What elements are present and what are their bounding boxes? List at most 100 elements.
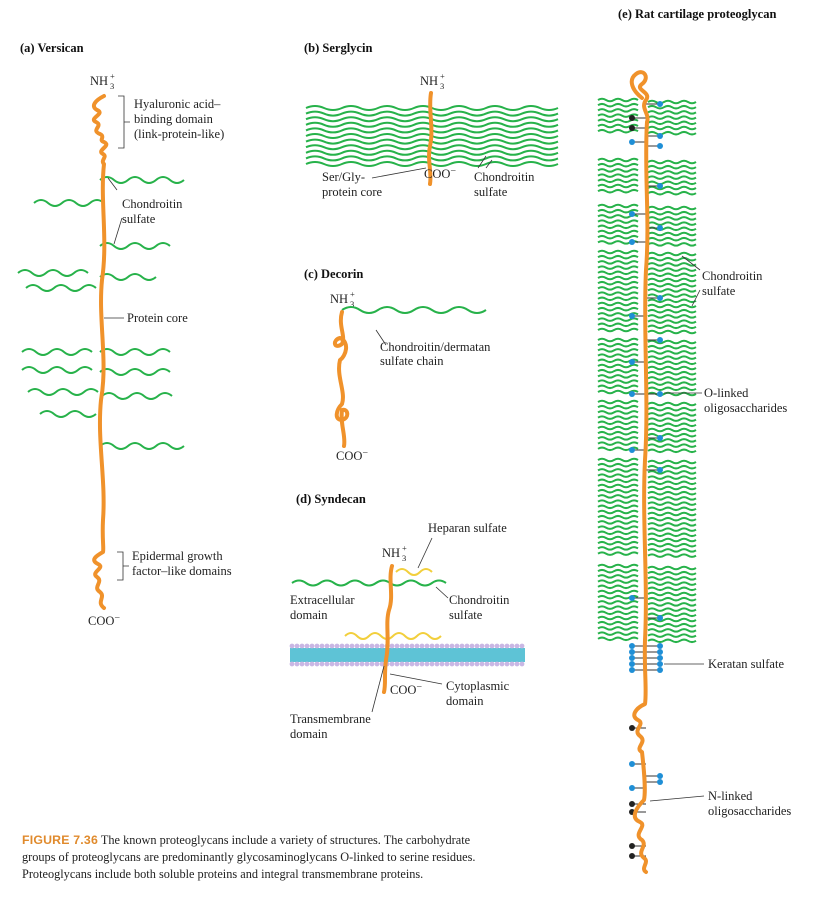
lipid-head (429, 643, 435, 649)
lipid-head (364, 643, 370, 649)
oligosaccharide-residue (629, 843, 635, 849)
rat-chondroitin-chain-left (597, 404, 639, 410)
rat-chondroitin-chain-left (597, 410, 639, 415)
rat-chondroitin-chain-right (647, 242, 697, 247)
lipid-head (449, 643, 455, 649)
rat-chondroitin-chain-left (597, 589, 639, 595)
rat-chondroitin-chain-right (647, 120, 697, 126)
rat-chondroitin-chain-right (647, 622, 697, 628)
rat-chondroitin-chain-right (647, 344, 697, 350)
hyaluronic-label-2: binding domain (134, 112, 214, 126)
rat-chondroitin-chain-right (647, 401, 697, 407)
rat-chondroitin-chain-left (597, 128, 639, 134)
lipid-head (504, 643, 510, 649)
rat-chondroitin-chain-left (597, 420, 639, 426)
rat-chondroitin-chain-right (647, 412, 697, 417)
rat-chondroitin-chain-right (647, 596, 697, 602)
rat-chondroitin-chain-right (647, 324, 697, 330)
oligosaccharide-residue (657, 667, 663, 673)
rat-chondroitin-chain-left (597, 219, 639, 224)
rat-chondroitin-chain-left (597, 584, 639, 590)
oligosaccharide-residue (657, 337, 663, 343)
egf-label-1: Epidermal growth (132, 549, 223, 563)
oligosaccharide-residue (629, 391, 635, 397)
decorin-chain-label-1: Chondroitin/dermatan (380, 340, 491, 354)
rat-chondroitin-chain-right (647, 282, 697, 288)
rat-chondroitin-chain-left (597, 415, 639, 420)
rat-chondroitin-label-2: sulfate (702, 284, 736, 298)
syndecan-chondroitin-leader (435, 586, 449, 599)
lipid-head (519, 661, 525, 667)
rat-protein-core (629, 70, 650, 874)
serglycin-chondroitin-leader (477, 155, 493, 169)
rat-oligosaccharides (629, 101, 663, 859)
rat-chondroitin-chain-right (647, 231, 697, 237)
rat-chondroitin-chain-left (597, 208, 639, 214)
oligosaccharide-residue (629, 125, 635, 131)
syndecan-c-terminus (390, 681, 422, 697)
rat-chondroitin-chain-left (597, 280, 639, 286)
rat-chondroitin-chain-right (647, 355, 697, 360)
rat-chondroitin-chain-left (597, 457, 639, 463)
rat-chondroitin-chain-left (597, 363, 639, 369)
syndecan-protein-core (382, 564, 394, 694)
keratan-label: Keratan sulfate (708, 657, 784, 671)
rat-chondroitin-chain-right (647, 277, 697, 283)
rat-chondroitin-chain-right (647, 272, 697, 278)
oligosaccharide-residue (629, 643, 635, 649)
hyaluronic-label-3: (link-protein-like) (134, 127, 224, 141)
rat-chondroitin-chain-right (647, 159, 697, 165)
oligosaccharide-residue (629, 785, 635, 791)
rat-chondroitin-chain-left (597, 568, 639, 574)
rat-chondroitin-chain-left (597, 317, 639, 322)
hyaluronic-label-1: Hyaluronic acid– (134, 97, 221, 111)
rat-chondroitin-chain-left (597, 348, 639, 353)
rat-chondroitin-chain-left (597, 157, 639, 163)
rat-chondroitin-chain-right (647, 350, 697, 355)
oligosaccharide-residue (657, 773, 663, 779)
rat-chondroitin-chain-right (647, 576, 697, 581)
lipid-head (474, 643, 480, 649)
lipid-head (424, 661, 430, 667)
lipid-head (314, 661, 320, 667)
rat-chondroitin-chain-left (597, 574, 639, 579)
rat-chondroitin-chain-left (597, 249, 639, 255)
lipid-head (419, 643, 425, 649)
rat-chondroitin-chain-left (597, 488, 639, 494)
rat-chondroitin-chain-left (597, 379, 639, 384)
lipid-head (464, 661, 470, 667)
lipid-head (454, 661, 460, 667)
lipid-head (469, 643, 475, 649)
oligosaccharide-residue (657, 391, 663, 397)
serglycin-chondroitin-label-1: Chondroitin (474, 170, 535, 184)
decorin-chain-label-2: sulfate chain (380, 354, 444, 368)
rat-chondroitin-chain-right (647, 464, 697, 470)
serglycin-chondroitin-chain (305, 149, 559, 156)
rat-chondroitin-chain-left (597, 605, 639, 610)
lipid-head (354, 643, 360, 649)
rat-chondroitin-chain-right (647, 591, 697, 597)
rat-chondroitin-chain-right (647, 553, 697, 558)
rat-chondroitin-chain-left (597, 224, 639, 230)
lipid-head (329, 661, 335, 667)
rat-chondroitin-chain-right (647, 570, 697, 576)
heparan-leader (417, 537, 433, 569)
lipid-head (449, 661, 455, 667)
versican-chondroitin-label-2: sulfate (122, 212, 156, 226)
versican-chondroitin-chain (101, 392, 173, 400)
rat-chondroitin-chain-right (647, 633, 697, 638)
rat-chondroitin-chain-right (647, 236, 697, 242)
serglycin-core-leader (371, 167, 427, 179)
lipid-head (364, 661, 370, 667)
oligosaccharide-residue (629, 239, 635, 245)
rat-chondroitin-chain-left (597, 636, 639, 642)
rat-chondroitin-chain-right (647, 602, 697, 607)
oligosaccharide-residue (657, 661, 663, 667)
lipid-head (469, 661, 475, 667)
lipid-head (324, 661, 330, 667)
oligosaccharide-residue (657, 225, 663, 231)
lipid-head (474, 661, 480, 667)
decorin-chain-leader (375, 329, 387, 346)
lipid-head (334, 643, 340, 649)
oligosaccharide-residue (629, 211, 635, 217)
